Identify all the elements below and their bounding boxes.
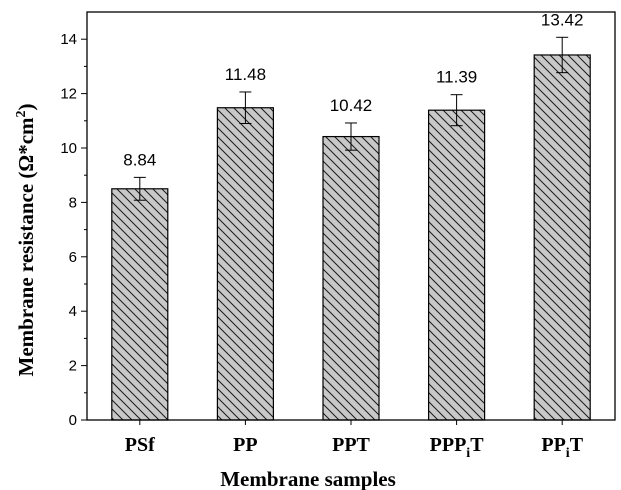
- bar: [322, 135, 380, 421]
- y-tick-label: 8: [69, 194, 77, 211]
- data-label: 10.42: [330, 96, 373, 115]
- data-label: 11.39: [436, 68, 477, 87]
- y-tick-label: 6: [69, 249, 77, 266]
- x-tick-label: PSf: [125, 434, 155, 456]
- bar: [428, 109, 486, 421]
- y-tick-label: 10: [60, 140, 77, 157]
- y-tick-label: 4: [69, 303, 77, 320]
- y-tick-label: 12: [60, 86, 77, 103]
- data-label: 8.84: [123, 150, 156, 169]
- y-tick-label: 14: [60, 31, 77, 48]
- x-tick-label: PPT: [332, 434, 370, 456]
- bar: [111, 188, 169, 421]
- data-label: 11.48: [225, 65, 266, 84]
- y-axis-title-superscript: 2: [14, 110, 29, 117]
- x-tick-label: PPPiT: [430, 434, 485, 461]
- x-tick-label: PP: [233, 434, 257, 456]
- y-axis-title: Membrane resistance (Ω*cm2): [14, 103, 38, 376]
- y-tick-label: 2: [69, 358, 77, 375]
- plot-frame: [86, 11, 616, 421]
- x-axis-title: Membrane samples: [220, 467, 396, 490]
- x-tick-label: PPiT: [541, 434, 583, 461]
- bar: [216, 107, 274, 421]
- bar: [533, 54, 591, 421]
- data-label: 13.42: [541, 10, 584, 29]
- y-tick-label: 0: [69, 412, 77, 429]
